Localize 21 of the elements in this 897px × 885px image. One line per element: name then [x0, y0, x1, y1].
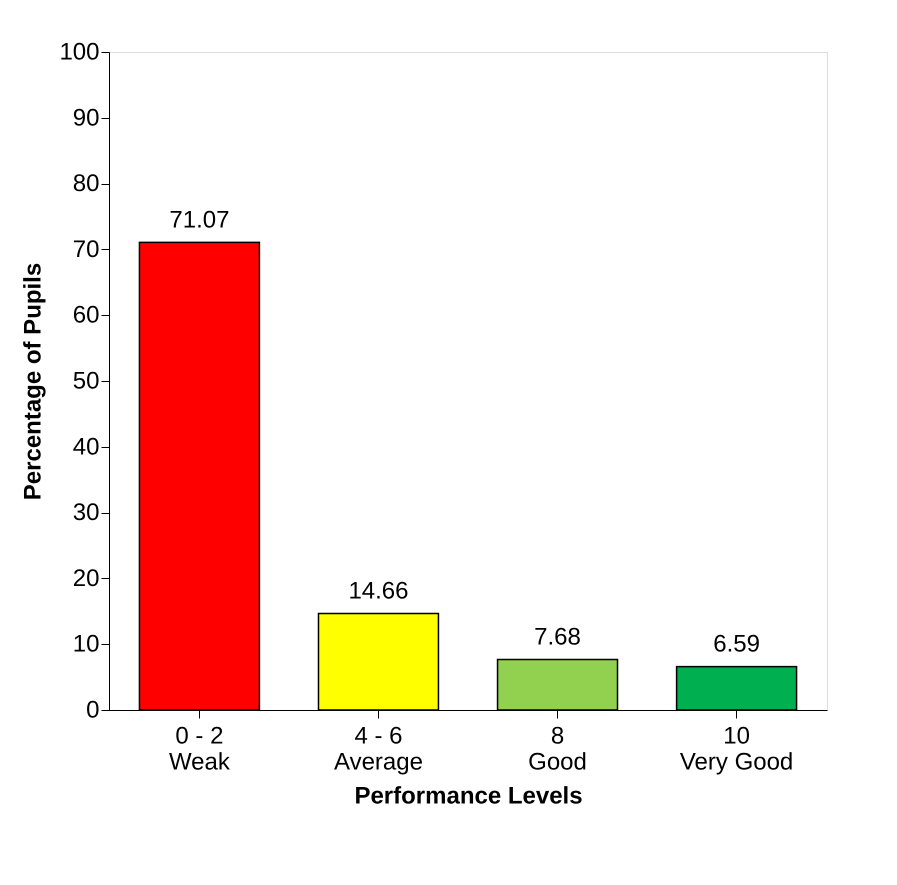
- y-tick-label: 70: [72, 236, 100, 263]
- x-tick-label: 8 Good: [528, 722, 587, 776]
- x-tick-label: 0 - 2 Weak: [168, 722, 231, 776]
- y-axis-title: Percentage of Pupils: [19, 262, 46, 500]
- data-label: 7.68: [534, 623, 581, 650]
- y-tick-label: 30: [72, 499, 100, 526]
- y-tick-label: 100: [59, 38, 100, 66]
- data-label: 71.07: [169, 206, 230, 234]
- x-tick-label: 10 Very Good: [680, 722, 794, 776]
- x-axis-title: Performance Levels: [354, 782, 583, 810]
- y-tick-label: 60: [72, 302, 100, 329]
- y-tick-label: 50: [72, 368, 100, 394]
- data-label: 14.66: [348, 578, 409, 605]
- data-label: 6.59: [713, 630, 760, 658]
- x-tick-label: 4 - 6 Average: [334, 722, 423, 776]
- y-tick-label: 90: [72, 104, 100, 132]
- y-tick-label: 80: [72, 170, 100, 198]
- y-tick-label: 0: [86, 696, 100, 724]
- y-tick-label: 10: [72, 630, 100, 658]
- y-tick-label: 40: [72, 433, 100, 460]
- y-tick-label: 20: [72, 564, 100, 592]
